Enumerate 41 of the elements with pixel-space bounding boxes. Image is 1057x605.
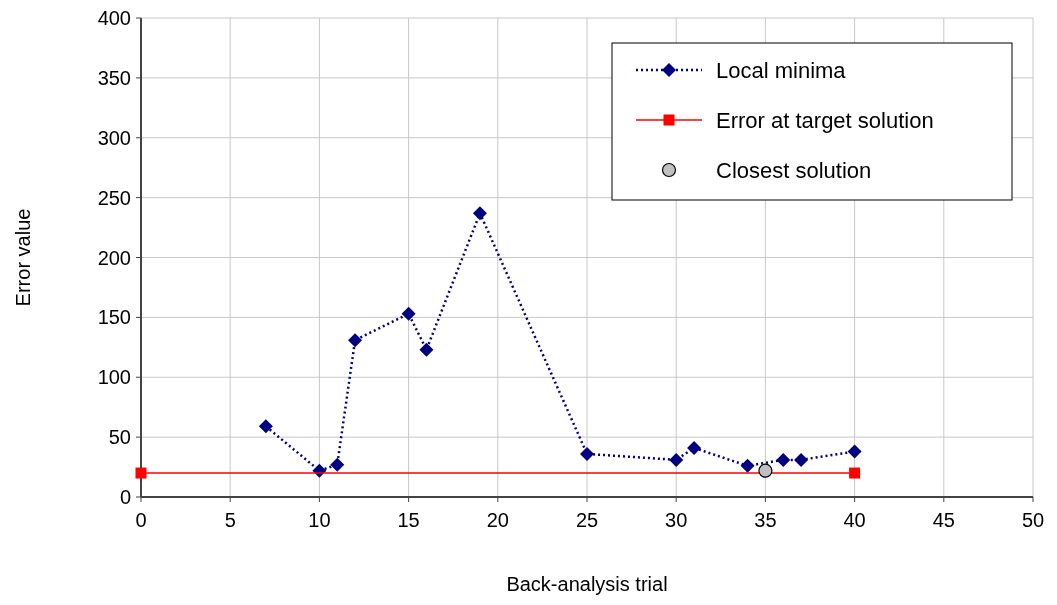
y-tick-label: 150: [97, 306, 131, 329]
point: [580, 446, 594, 461]
point: [794, 452, 809, 467]
point: [348, 333, 363, 348]
x-tick-label: 10: [308, 509, 331, 531]
y-tick-label: 50: [108, 426, 131, 449]
legend-label: Closest solution: [716, 157, 872, 183]
point: [849, 467, 861, 479]
point: [758, 463, 773, 478]
x-tick-label: 25: [575, 509, 599, 531]
x-tick-label: 20: [486, 509, 509, 531]
x-tick-label: 35: [754, 509, 777, 531]
legend-label: Local minima: [716, 57, 847, 83]
x-tick-label: 15: [397, 509, 420, 531]
y-tick-label: 200: [97, 246, 131, 269]
point: [401, 306, 416, 321]
x-tick-label: 30: [665, 509, 688, 531]
point: [419, 342, 434, 357]
point: [740, 458, 755, 473]
x-tick-label: 5: [224, 509, 236, 531]
point: [776, 452, 791, 467]
x-tick-label: 40: [843, 509, 866, 531]
point: [258, 419, 273, 434]
y-tick-label: 400: [97, 7, 131, 29]
x-tick-label: 45: [932, 509, 955, 531]
y-tick-label: 300: [97, 126, 131, 149]
y-tick-label: 0: [119, 486, 131, 508]
point: [330, 457, 345, 472]
point: [472, 206, 487, 221]
point: [669, 452, 684, 467]
y-tick-label: 350: [97, 66, 131, 89]
x-tick-label: 50: [1021, 509, 1045, 531]
y-tick-label: 250: [97, 186, 131, 209]
y-axis-title: Error value: [12, 208, 34, 307]
y-tick-label: 100: [97, 366, 131, 389]
x-tick-label: 0: [135, 509, 147, 531]
point: [135, 467, 147, 479]
point: [687, 440, 702, 455]
legend-label: Error at target solution: [716, 107, 934, 133]
x-axis-title: Back-analysis trial: [506, 573, 668, 595]
point: [847, 444, 862, 459]
